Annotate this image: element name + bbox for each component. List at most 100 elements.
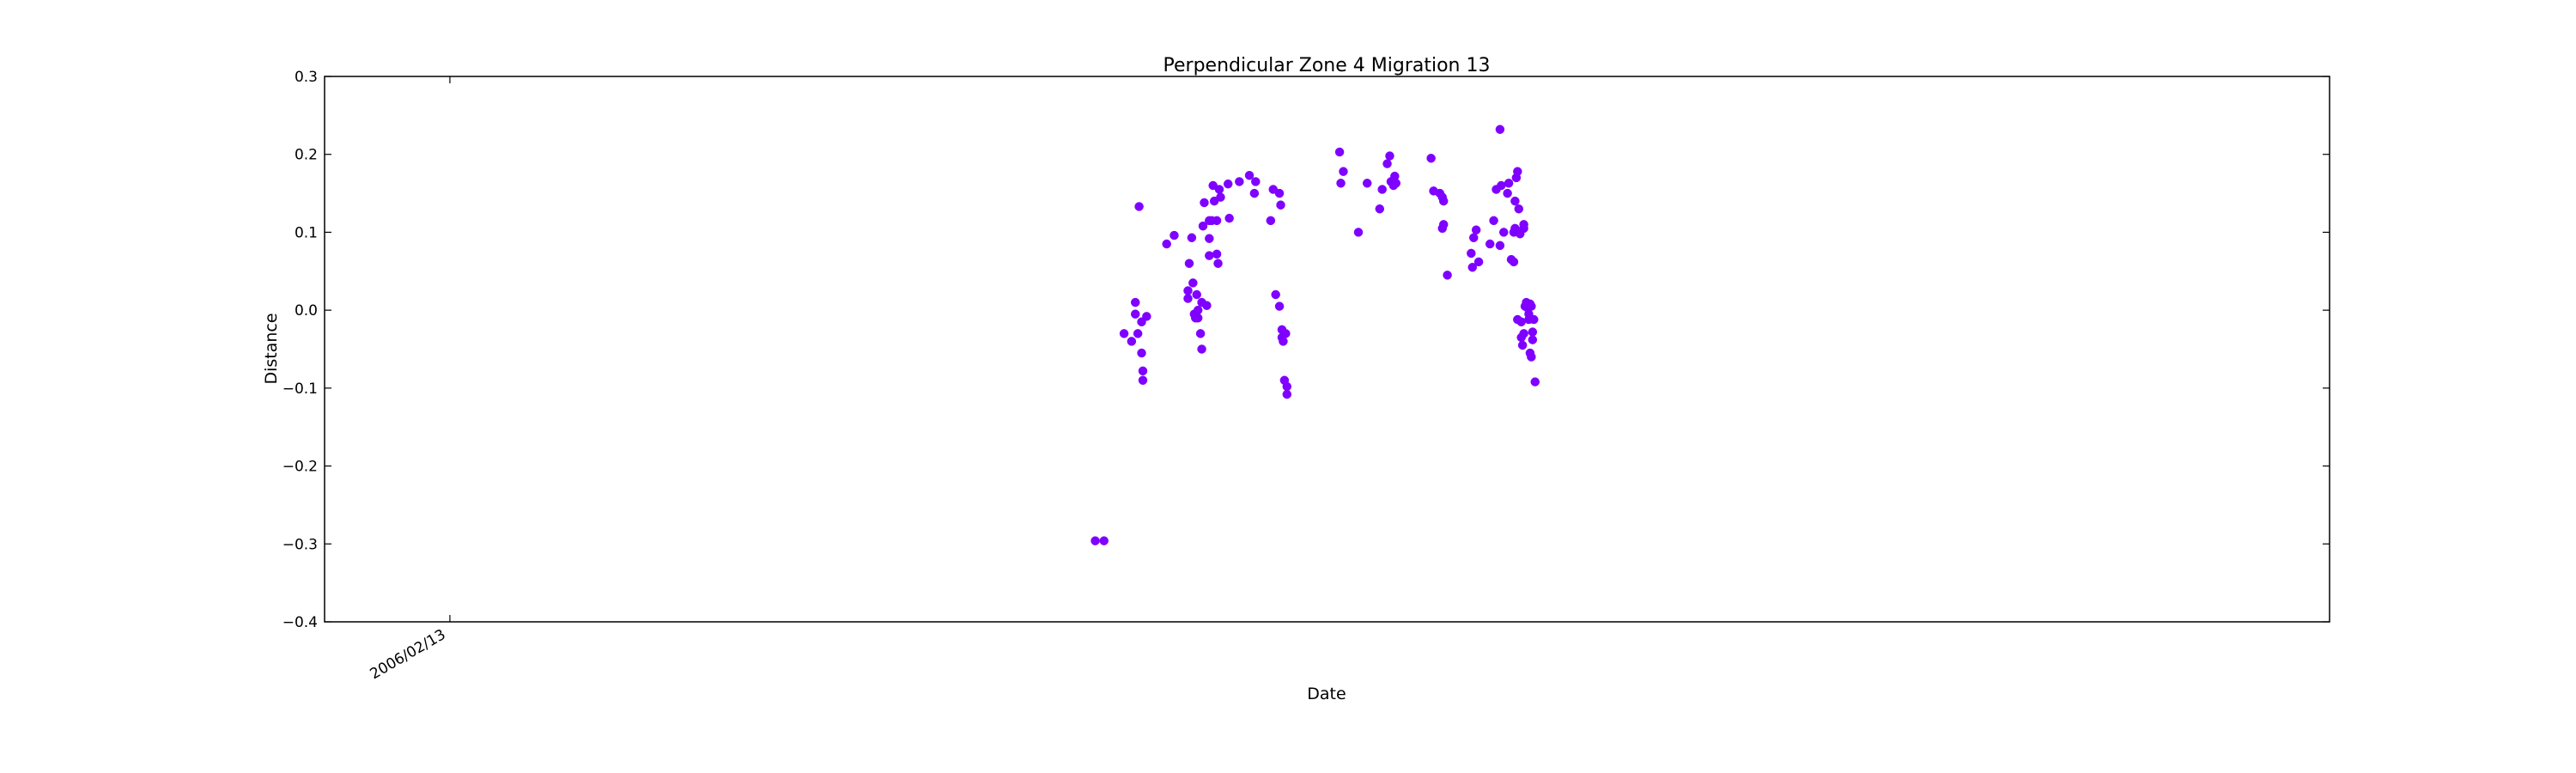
data-point [1279,337,1288,346]
y-tick-label: −0.2 [283,459,318,476]
data-point [1528,335,1538,344]
data-point [1495,125,1505,134]
data-point [1528,327,1538,337]
data-point [1282,381,1292,392]
data-point [1212,216,1222,226]
data-point [1274,188,1285,198]
data-point [1099,536,1109,545]
data-point [1251,177,1261,186]
data-point [1510,196,1520,206]
data-point [1127,337,1137,346]
data-point [1514,204,1524,214]
y-tick-label: −0.4 [283,614,318,631]
y-tick-label: 0.1 [295,224,318,241]
data-point [1193,305,1203,315]
data-point [1213,259,1223,268]
y-tick-label: 0.0 [295,302,318,320]
y-tick-label: −0.1 [283,380,318,398]
data-point [1187,233,1197,243]
data-point [1276,200,1285,210]
data-point [1336,179,1346,188]
data-point [1137,348,1146,358]
data-point [1244,170,1255,180]
data-point [1362,179,1372,188]
data-point [1202,301,1212,310]
data-point [1205,251,1214,260]
x-tick-label: 2006/02/13 [368,626,449,683]
data-point [1212,249,1222,259]
x-axis-label: Date [1307,685,1346,703]
data-point [1339,167,1348,176]
chart-title: Perpendicular Zone 4 Migration 13 [1163,55,1491,76]
data-point [1468,233,1479,243]
data-point [1485,239,1495,249]
data-point [1223,179,1233,189]
data-point [1497,180,1506,191]
data-point [1130,309,1140,319]
data-point [1195,329,1206,338]
data-point [1200,198,1209,208]
data-point [1517,340,1528,350]
data-point [1499,228,1509,237]
data-point [1467,248,1476,259]
data-point [1503,188,1512,198]
data-point [1188,278,1198,288]
y-tick-label: −0.3 [283,536,318,553]
data-point [1438,196,1449,206]
data-point [1091,536,1100,545]
data-point [1197,344,1206,354]
data-point [1281,329,1291,338]
data-point [1426,154,1436,163]
data-point [1183,286,1193,295]
data-point [1162,239,1171,249]
data-point [1266,216,1276,226]
data-point [1334,147,1345,157]
data-point [1509,257,1519,267]
data-point [1198,221,1208,231]
data-point [1170,230,1179,240]
data-point [1133,329,1143,338]
data-point [1119,329,1129,338]
data-point [1438,220,1449,229]
data-point [1471,225,1481,234]
data-point [1504,179,1514,188]
data-point [1134,202,1144,211]
data-point [1513,167,1522,176]
data-point [1527,301,1536,311]
data-point [1519,223,1528,234]
plot-area [325,76,2330,622]
data-point [1529,314,1539,325]
data-point [1138,366,1148,376]
data-point [1467,263,1478,272]
data-point [1489,216,1498,226]
data-point [1274,301,1285,311]
data-point [1235,177,1244,186]
data-point [1183,294,1193,303]
data-point [1473,257,1484,267]
data-point [1353,228,1364,237]
data-point [1184,259,1194,268]
data-point [1519,329,1528,338]
data-point [1214,185,1224,194]
data-points [1091,125,1540,545]
data-point [1205,234,1214,243]
y-axis-label: Distance [262,313,281,384]
plot-frame [324,76,2330,623]
data-point [1516,317,1526,326]
data-point [1130,297,1140,307]
data-point [1224,213,1234,223]
data-point [1391,179,1401,188]
data-point [1377,185,1387,194]
y-tick-label: 0.3 [295,69,318,86]
data-point [1249,188,1260,198]
data-point [1192,289,1201,300]
data-point [1385,151,1394,161]
data-point [1375,204,1385,214]
data-point [1138,375,1148,386]
y-tick-label: 0.2 [295,147,318,164]
data-point [1530,377,1540,386]
data-point [1282,389,1292,399]
data-point [1527,352,1536,362]
data-point [1495,240,1505,251]
